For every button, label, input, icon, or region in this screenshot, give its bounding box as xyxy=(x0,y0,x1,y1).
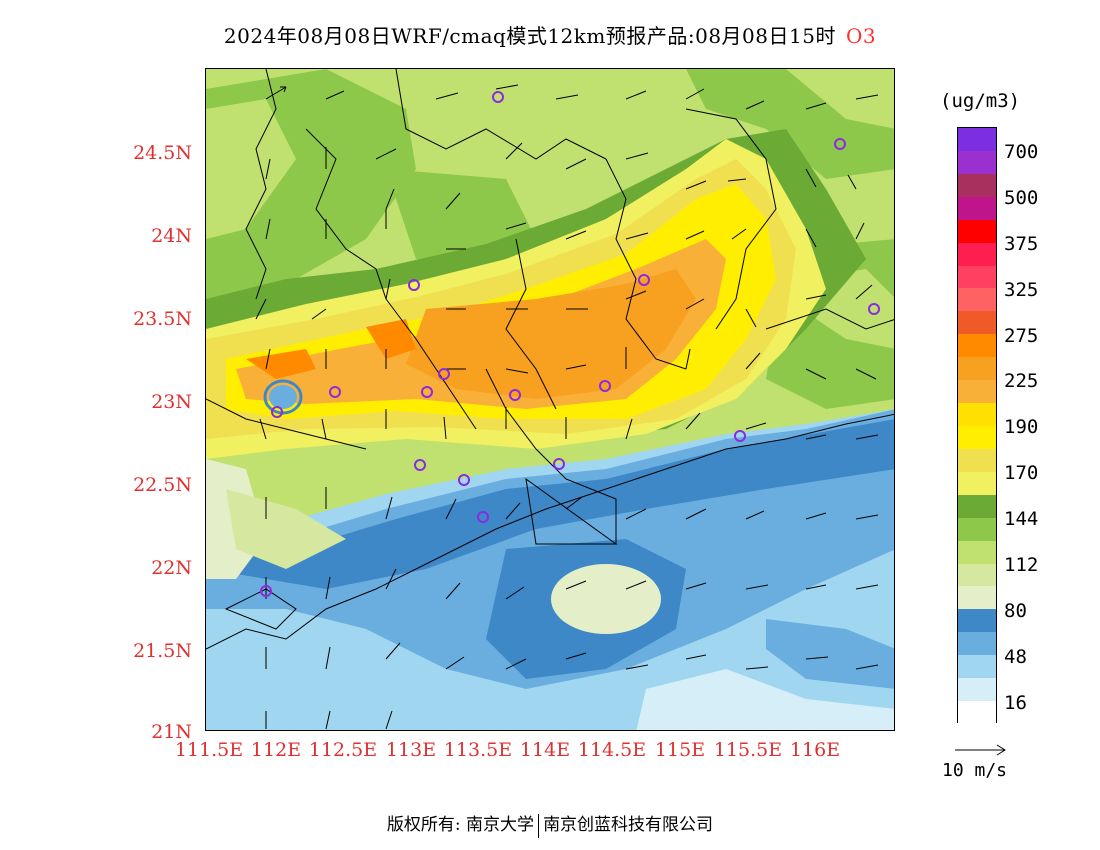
x-tick-label: 114.5E xyxy=(577,739,647,761)
colorbar-label: 16 xyxy=(1004,692,1027,714)
station-marker xyxy=(509,389,521,401)
station-marker xyxy=(553,458,565,470)
colorbar-cell xyxy=(958,609,996,633)
colorbar-cell xyxy=(958,655,996,679)
x-tick-label: 113.5E xyxy=(443,739,513,761)
colorbar-cell xyxy=(958,678,996,702)
station-marker xyxy=(329,386,341,398)
y-tick-label: 23.5N xyxy=(133,308,192,330)
colorbar-label: 112 xyxy=(1004,554,1039,576)
colorbar-cell xyxy=(958,494,996,518)
y-tick-label: 22N xyxy=(151,557,192,579)
colorbar-cell xyxy=(958,563,996,587)
colorbar-label: 275 xyxy=(1004,325,1039,347)
station-marker xyxy=(734,430,746,442)
reference-vector-label: 10 m/s xyxy=(942,760,1008,781)
colorbar-cell xyxy=(958,265,996,289)
station-marker xyxy=(414,459,426,471)
colorbar-cell xyxy=(958,173,996,197)
concentration-map xyxy=(206,69,894,730)
y-tick-label: 21.5N xyxy=(133,640,192,662)
x-tick-label: 115.5E xyxy=(713,739,783,761)
chart-title: 2024年08月08日WRF/cmaq模式12km预报产品:08月08日15时 O… xyxy=(0,20,1100,49)
station-marker xyxy=(492,91,504,103)
colorbar-label: 144 xyxy=(1004,508,1039,530)
colorbar-cell xyxy=(958,219,996,243)
y-tick-label: 24N xyxy=(151,225,192,247)
colorbar-label: 225 xyxy=(1004,370,1039,392)
colorbar-cell xyxy=(958,471,996,495)
x-tick-label: 115E xyxy=(654,739,706,761)
colorbar-label: 80 xyxy=(1004,600,1027,622)
colorbar-cell xyxy=(958,334,996,358)
station-marker xyxy=(438,368,450,380)
station-marker xyxy=(260,585,272,597)
colorbar-label: 375 xyxy=(1004,233,1039,255)
colorbar-cell xyxy=(958,196,996,220)
title-species: O3 xyxy=(845,24,877,48)
station-marker xyxy=(408,279,420,291)
colorbar-unit: (ug/m3) xyxy=(940,90,1021,112)
colorbar-cell xyxy=(958,448,996,472)
footer: 版权所有: 南京大学 南京创蓝科技有限公司 xyxy=(0,810,1100,838)
station-marker xyxy=(599,380,611,392)
colorbar-cell xyxy=(958,586,996,610)
footer-company: 南京创蓝科技有限公司 xyxy=(543,815,714,835)
colorbar-label: 700 xyxy=(1004,141,1039,163)
colorbar-cell xyxy=(958,403,996,426)
y-tick-label: 22.5N xyxy=(133,474,192,496)
colorbar xyxy=(957,127,997,724)
colorbar-cell xyxy=(958,425,996,449)
y-tick-label: 21N xyxy=(151,721,192,743)
x-tick-label: 111.5E xyxy=(174,739,244,761)
colorbar-label: 170 xyxy=(1004,462,1039,484)
station-marker xyxy=(834,138,846,150)
x-tick-label: 116E xyxy=(789,739,841,761)
station-marker xyxy=(868,303,880,315)
station-marker xyxy=(421,386,433,398)
x-tick-label: 114E xyxy=(519,739,571,761)
colorbar-cell xyxy=(958,632,996,656)
map-panel xyxy=(205,68,895,731)
station-marker xyxy=(477,511,489,523)
colorbar-cell xyxy=(958,311,996,335)
x-tick-label: 113E xyxy=(385,739,437,761)
colorbar-label: 190 xyxy=(1004,416,1039,438)
colorbar-cell xyxy=(958,242,996,266)
title-text: 2024年08月08日WRF/cmaq模式12km预报产品:08月08日15时 xyxy=(223,24,836,48)
colorbar-cell xyxy=(958,517,996,541)
y-tick-label: 23N xyxy=(151,391,192,413)
colorbar-label: 48 xyxy=(1004,646,1027,668)
colorbar-label: 325 xyxy=(1004,279,1039,301)
colorbar-cell xyxy=(958,701,996,724)
colorbar-cell xyxy=(958,380,996,404)
colorbar-cell xyxy=(958,128,996,151)
footer-divider xyxy=(538,813,540,838)
x-tick-label: 112E xyxy=(250,739,302,761)
colorbar-cell xyxy=(958,357,996,381)
colorbar-cell xyxy=(958,150,996,174)
footer-copyright: 版权所有: 南京大学 xyxy=(386,815,535,835)
x-tick-label: 112.5E xyxy=(308,739,378,761)
colorbar-label: 500 xyxy=(1004,187,1039,209)
colorbar-cell xyxy=(958,540,996,564)
station-marker xyxy=(271,406,283,418)
colorbar-cell xyxy=(958,288,996,312)
y-tick-label: 24.5N xyxy=(133,142,192,164)
station-marker xyxy=(638,274,650,286)
reference-vector-arrow xyxy=(955,744,1006,756)
station-marker xyxy=(458,474,470,486)
